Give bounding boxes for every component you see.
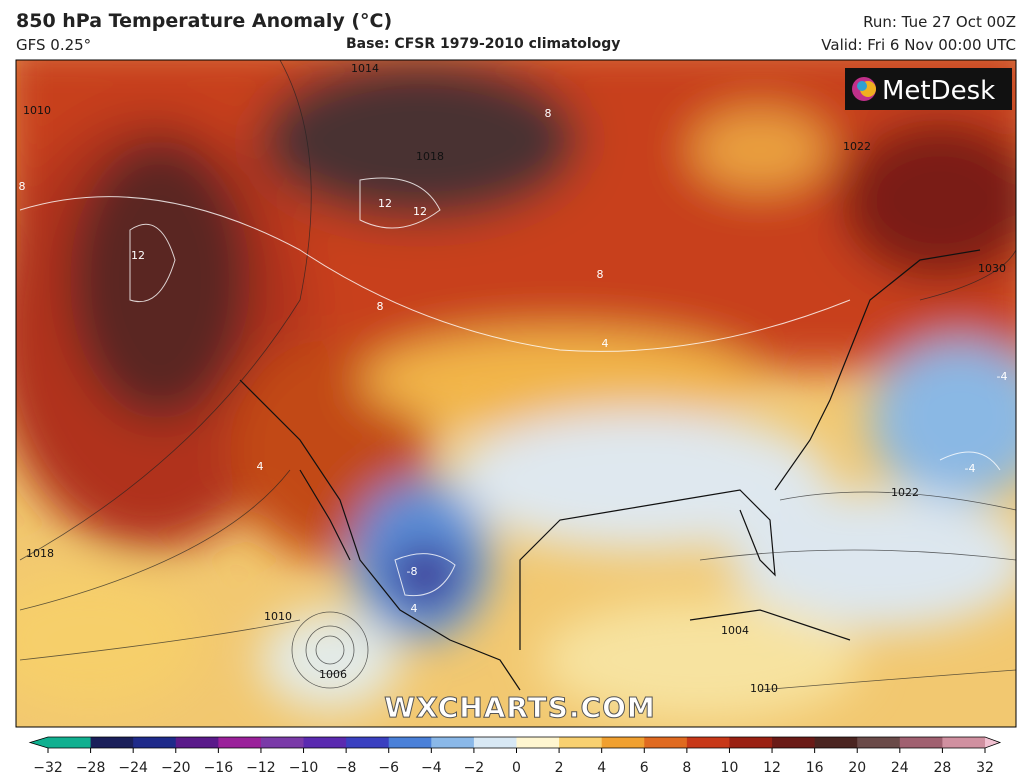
- colorbar-arrow-left: [30, 737, 48, 748]
- colorbar-tick-label: −10: [289, 760, 319, 776]
- colorbar-segment: [303, 737, 347, 748]
- colorbar-tick-label: 2: [555, 760, 564, 776]
- colorbar-segment: [516, 737, 560, 748]
- colorbar-segment: [644, 737, 688, 748]
- colorbar-segment: [686, 737, 730, 748]
- contour-label: 4: [602, 337, 609, 350]
- colorbar: −32 −28 −24 −20 −16 −12 −10 −8 −6 −4 −2 0 2 4 6 8 10 12 16…: [28, 736, 1002, 776]
- contour-label: 1004: [721, 624, 749, 637]
- model: GFS 0.25°: [16, 36, 92, 54]
- colorbar-tick-label: −12: [246, 760, 276, 776]
- contour-label: 1018: [416, 150, 444, 163]
- colorbar-segment: [857, 737, 901, 748]
- contour-label: 8: [545, 107, 552, 120]
- map-frame: [15, 59, 1017, 728]
- colorbar-tick-label: 28: [933, 760, 951, 776]
- anomaly-field: [16, 60, 1016, 720]
- colorbar-segment: [601, 737, 645, 748]
- colorbar-tick-label: −20: [161, 760, 191, 776]
- colorbar-segment: [559, 737, 603, 748]
- colorbar-tick-label: −6: [378, 760, 399, 776]
- contour-label: -4: [965, 462, 976, 475]
- contour-label: 1022: [843, 140, 871, 153]
- contour-label: 4: [257, 460, 264, 473]
- colorbar-tick-label: −16: [204, 760, 234, 776]
- logo: MetDesk: [882, 76, 995, 106]
- contour-label: 12: [131, 249, 145, 262]
- colorbar-segment: [814, 737, 858, 748]
- contour-labels: 1014 1018 12 12 12 8 8 8 1022 1030 4 4 1022 -4 -4 -8 4 10…: [19, 62, 1008, 695]
- colorbar-segment: [388, 737, 432, 748]
- colorbar-tick-label: 4: [597, 760, 606, 776]
- colorbar-segment: [48, 737, 92, 748]
- title: 850 hPa Temperature Anomaly (°C): [16, 10, 393, 32]
- colorbar-tick-label: 16: [806, 760, 824, 776]
- colorbar-arrow-right: [985, 737, 1000, 748]
- colorbar-tick-label: 6: [640, 760, 649, 776]
- contour-label: 1010: [750, 682, 778, 695]
- base: Base: CFSR 1979-2010 climatology: [346, 36, 621, 52]
- colorbar-tick-label: −28: [76, 760, 106, 776]
- map: [16, 60, 1016, 727]
- colorbar-segment: [90, 737, 134, 748]
- colorbar-segment: [260, 737, 305, 748]
- coastlines: [239, 249, 981, 691]
- colorbar-segment: [772, 737, 816, 748]
- colorbar-tick-label: −2: [464, 760, 485, 776]
- contour-label: 8: [597, 268, 604, 281]
- colorbar-tick-label: 8: [682, 760, 691, 776]
- colorbar-segment: [218, 737, 262, 748]
- contour-label: -8: [407, 565, 418, 578]
- contour-label: 1006: [319, 668, 347, 681]
- watermark: WXCHARTS.COM: [384, 691, 656, 724]
- colorbar-tick-label: −4: [421, 760, 442, 776]
- colorbar-tick-label: 32: [976, 760, 994, 776]
- colorbar-segment: [431, 737, 475, 748]
- colorbar-tick-label: 0: [512, 760, 521, 776]
- contour-label: 1018: [26, 547, 54, 560]
- contour-label: -4: [997, 370, 1008, 383]
- colorbar-segment: [175, 737, 219, 748]
- colorbar-tick-label: −8: [336, 760, 357, 776]
- contour-label: 12: [413, 205, 427, 218]
- colorbar-segment: [473, 737, 517, 748]
- logo-box: MetDesk: [845, 68, 1012, 110]
- colorbar-tick-label: 10: [721, 760, 739, 776]
- anomaly-contours: [19, 177, 1001, 597]
- contour-label: 1010: [23, 104, 51, 117]
- colorbar-tick-label: 12: [763, 760, 781, 776]
- colorbar-segment: [942, 737, 986, 748]
- colorbar-tick-label: 20: [848, 760, 866, 776]
- contour-label: 4: [411, 602, 418, 615]
- contour-label: 1010: [264, 610, 292, 623]
- colorbar-segment: [133, 737, 177, 748]
- colorbar-segment: [899, 737, 943, 748]
- isobars: [19, 60, 1016, 691]
- valid: Valid: Fri 6 Nov 00:00 UTC: [821, 36, 1016, 54]
- contour-label: 8: [377, 300, 384, 313]
- colorbar-tick-label: −24: [118, 760, 148, 776]
- contour-label: 1030: [978, 262, 1006, 275]
- contour-label: 1014: [351, 62, 379, 75]
- run: Run: Tue 27 Oct 00Z: [863, 13, 1016, 31]
- colorbar-segment: [346, 737, 390, 748]
- contour-label: 1022: [891, 486, 919, 499]
- colorbar-tick-label: 24: [891, 760, 909, 776]
- colorbar-tick-label: −32: [33, 760, 63, 776]
- colorbar-segment: [729, 737, 773, 748]
- contour-label: 12: [378, 197, 392, 210]
- contour-label: 8: [19, 180, 26, 193]
